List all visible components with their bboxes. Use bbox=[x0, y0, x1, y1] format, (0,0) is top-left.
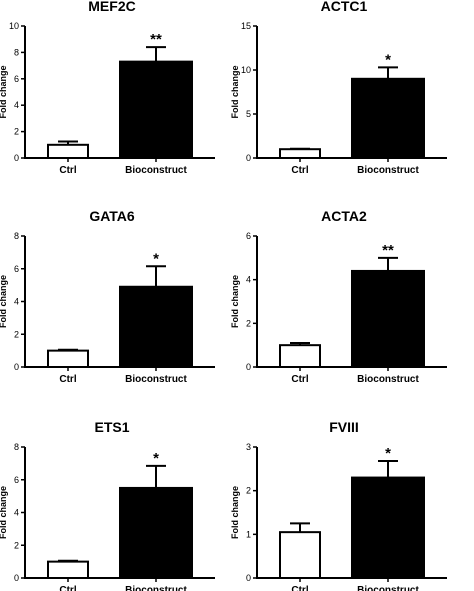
significance-marker: * bbox=[153, 450, 159, 467]
x-tick-label: Bioconstruct bbox=[125, 165, 187, 176]
bar-ctrl bbox=[279, 148, 321, 159]
bar-ctrl bbox=[47, 560, 89, 579]
y-tick-label: 8 bbox=[14, 47, 19, 57]
y-tick-label: 0 bbox=[246, 153, 251, 163]
y-tick-label: 0 bbox=[246, 362, 251, 372]
chart-panel-acta2: ACTA2 Fold change 0 2 4 6 Ctrl ** Bioconstruct bbox=[230, 208, 447, 385]
y-tick-label: 3 bbox=[246, 442, 251, 452]
y-tick-label: 0 bbox=[14, 573, 19, 583]
bar-bioconstruct bbox=[119, 285, 193, 369]
y-tick-label: 0 bbox=[14, 153, 19, 163]
x-tick-label: Bioconstruct bbox=[357, 374, 419, 385]
y-tick-label: 6 bbox=[14, 264, 19, 274]
y-tick-label: 5 bbox=[246, 109, 251, 119]
y-axis-label: Fold change bbox=[230, 65, 240, 118]
y-tick-label: 2 bbox=[246, 318, 251, 328]
y-tick-label: 10 bbox=[241, 65, 251, 75]
y-tick-label: 2 bbox=[246, 486, 251, 496]
x-tick-label: Bioconstruct bbox=[357, 585, 419, 591]
chart-title: ETS1 bbox=[94, 419, 129, 435]
y-tick-label: 0 bbox=[14, 362, 19, 372]
bar-ctrl bbox=[47, 143, 89, 160]
y-tick-label: 2 bbox=[14, 329, 19, 339]
x-tick-label: Ctrl bbox=[59, 374, 76, 385]
y-tick-label: 4 bbox=[14, 297, 19, 307]
bar-bioconstruct bbox=[351, 476, 425, 580]
chart-title: MEF2C bbox=[88, 0, 135, 14]
x-tick-label: Ctrl bbox=[291, 585, 308, 591]
y-axis-label: Fold change bbox=[0, 486, 8, 539]
x-tick-label: Bioconstruct bbox=[125, 585, 187, 591]
bar-ctrl bbox=[47, 349, 89, 368]
bar-bioconstruct bbox=[351, 269, 425, 368]
chart-title: FVIII bbox=[329, 419, 359, 435]
y-tick-label: 8 bbox=[14, 231, 19, 241]
chart-title: GATA6 bbox=[89, 208, 135, 224]
significance-marker: * bbox=[385, 445, 391, 462]
y-tick-label: 8 bbox=[14, 442, 19, 452]
y-tick-label: 6 bbox=[14, 475, 19, 485]
chart-panel-mef2c: MEF2C Fold change 0 2 4 6 8 10 Ctrl ** Bioconstruc… bbox=[0, 0, 215, 176]
significance-marker: ** bbox=[382, 242, 394, 259]
chart-panel-fviii: FVIII Fold change 0 1 2 3 Ctrl * Bioconstruct bbox=[230, 419, 447, 591]
x-tick-label: Ctrl bbox=[59, 165, 76, 176]
significance-marker: ** bbox=[150, 31, 162, 48]
chart-title: ACTC1 bbox=[321, 0, 368, 14]
significance-marker: * bbox=[385, 51, 391, 68]
bar-ctrl bbox=[279, 344, 321, 368]
y-axis-label: Fold change bbox=[0, 275, 8, 328]
y-tick-label: 2 bbox=[14, 127, 19, 137]
x-tick-label: Bioconstruct bbox=[125, 374, 187, 385]
bar-bioconstruct bbox=[119, 60, 193, 159]
x-tick-label: Ctrl bbox=[291, 374, 308, 385]
y-tick-label: 15 bbox=[241, 21, 251, 31]
chart-panel-gata6: GATA6 Fold change 0 2 4 6 8 Ctrl * Bioconstruct bbox=[0, 208, 215, 385]
y-axis-label: Fold change bbox=[0, 65, 8, 118]
chart-panel-actc1: ACTC1 Fold change 0 5 10 15 Ctrl * Bioconstruct bbox=[230, 0, 447, 176]
y-tick-label: 4 bbox=[14, 100, 19, 110]
y-tick-label: 10 bbox=[9, 21, 19, 31]
y-axis-label: Fold change bbox=[230, 275, 240, 328]
x-tick-label: Ctrl bbox=[59, 585, 76, 591]
significance-marker: * bbox=[153, 250, 159, 267]
x-tick-label: Bioconstruct bbox=[357, 165, 419, 176]
bar-bioconstruct bbox=[351, 77, 425, 159]
bar-bioconstruct bbox=[119, 486, 193, 579]
y-tick-label: 4 bbox=[246, 275, 251, 285]
y-tick-label: 6 bbox=[14, 74, 19, 84]
x-tick-label: Ctrl bbox=[291, 165, 308, 176]
y-axis-label: Fold change bbox=[230, 486, 240, 539]
y-tick-label: 0 bbox=[246, 573, 251, 583]
chart-panel-ets1: ETS1 Fold change 0 2 4 6 8 Ctrl * Bioconstruct bbox=[0, 419, 215, 591]
y-tick-label: 4 bbox=[14, 508, 19, 518]
chart-title: ACTA2 bbox=[321, 208, 367, 224]
y-tick-label: 1 bbox=[246, 529, 251, 539]
y-tick-label: 6 bbox=[246, 231, 251, 241]
bar-ctrl bbox=[279, 531, 321, 580]
y-tick-label: 2 bbox=[14, 540, 19, 550]
